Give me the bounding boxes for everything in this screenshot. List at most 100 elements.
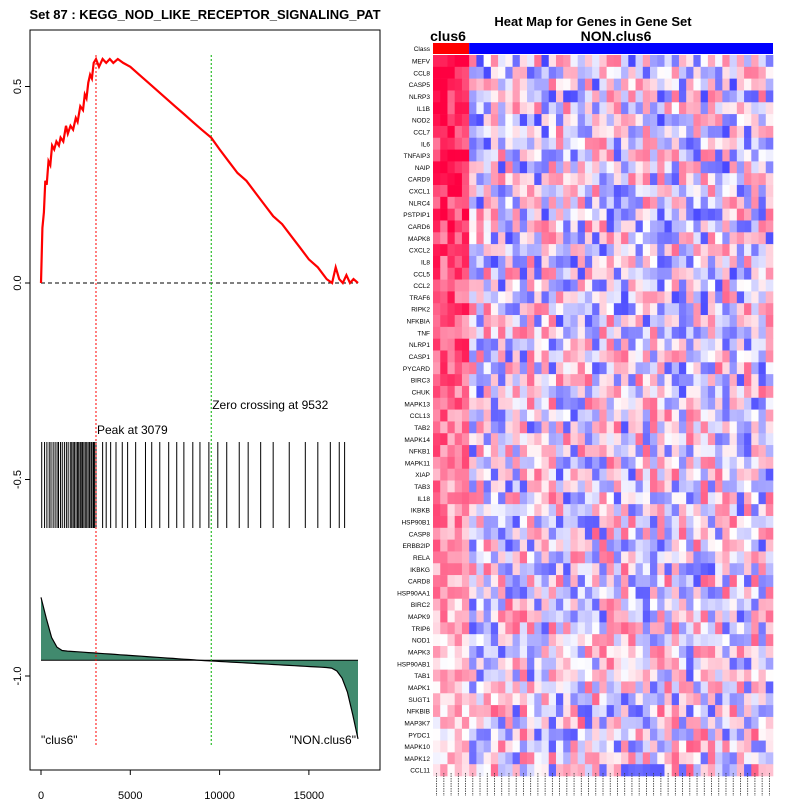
heatmap-cell — [584, 55, 593, 68]
heatmap-cell — [476, 515, 484, 529]
heatmap-cell — [657, 291, 665, 304]
heatmap-cell — [447, 563, 455, 576]
heatmap-cell — [570, 421, 578, 434]
heatmap-cell — [476, 255, 484, 269]
heatmap-cell — [642, 208, 651, 221]
heatmap-cell — [469, 634, 477, 647]
heatmap-cell — [469, 480, 477, 493]
heatmap-cell — [729, 350, 738, 363]
heatmap-cell — [548, 55, 557, 68]
heatmap-cell — [555, 515, 564, 529]
heatmap-cell — [548, 374, 557, 387]
heatmap-cell — [671, 515, 680, 529]
heatmap-cell — [584, 764, 593, 777]
heatmap-cell — [744, 445, 752, 458]
heatmap-cell — [678, 716, 687, 730]
heatmap-cell — [715, 586, 723, 600]
heatmap-cell — [461, 220, 470, 233]
heatmap-cell — [490, 279, 499, 292]
heatmap-cell — [512, 338, 521, 351]
heatmap-cell — [635, 433, 644, 446]
heatmap-cell — [758, 350, 767, 363]
heatmap-cell — [758, 752, 767, 765]
heatmap-cell — [693, 220, 701, 233]
heatmap-cell — [433, 716, 441, 730]
heatmap-cell — [541, 315, 550, 328]
heatmap-cell — [700, 149, 709, 162]
heatmap-cell — [650, 551, 658, 564]
heatmap-cell — [570, 764, 578, 777]
heatmap-cell — [555, 728, 564, 741]
heatmap-cell — [577, 456, 586, 469]
heatmap-cell — [765, 90, 774, 103]
heatmap-cell — [505, 326, 513, 339]
heatmap-cell — [498, 409, 506, 422]
heatmap-cell — [751, 563, 759, 576]
heatmap-cell — [700, 125, 709, 139]
heatmap-cell — [440, 114, 448, 127]
heatmap-cell — [476, 492, 484, 505]
heatmap-cell — [483, 55, 492, 68]
heatmap-cell — [476, 303, 484, 316]
heatmap-cell — [722, 55, 730, 68]
heatmap-cell — [715, 622, 723, 635]
heatmap-cell — [765, 563, 774, 576]
heatmap-cell — [751, 232, 759, 245]
heatmap-cell — [483, 125, 492, 139]
heatmap-cell — [686, 480, 694, 493]
heatmap-cell — [454, 527, 463, 540]
heatmap-cell — [700, 374, 709, 387]
heatmap-cell — [635, 468, 644, 481]
heatmap-cell — [505, 409, 513, 422]
heatmap-cell — [512, 693, 521, 706]
heatmap-cell — [628, 338, 636, 351]
heatmap-cell — [512, 598, 521, 611]
heatmap-cell — [678, 161, 687, 174]
heatmap-cell — [469, 740, 477, 753]
heatmap-cell — [628, 350, 636, 363]
heatmap-cell — [635, 456, 644, 469]
heatmap-cell — [527, 728, 535, 741]
heatmap-cell — [447, 78, 455, 91]
heatmap-cell — [729, 515, 738, 529]
heatmap-cell — [476, 598, 484, 611]
heatmap-cell — [765, 752, 774, 765]
heatmap-cell — [686, 421, 694, 434]
heatmap-cell — [584, 669, 593, 682]
heatmap-cell — [765, 338, 774, 351]
heatmap-cell — [483, 66, 492, 79]
heatmap-cell — [512, 622, 521, 635]
heatmap-cell — [686, 681, 694, 694]
heatmap-cell — [729, 303, 738, 316]
heatmap-cell — [461, 610, 470, 623]
heatmap-cell — [686, 716, 694, 730]
heatmap-cell — [505, 539, 513, 552]
heatmap-cell — [548, 575, 557, 588]
heatmap-cell — [729, 646, 738, 659]
heatmap-cell — [736, 657, 745, 670]
heatmap-cell — [498, 161, 506, 174]
heatmap-cell — [519, 102, 528, 115]
heatmap-cell — [693, 705, 701, 718]
heatmap-cell — [606, 362, 615, 375]
heatmap-cell — [664, 634, 673, 647]
class-label-right: "NON.clus6" — [289, 733, 356, 747]
heatmap-cell — [758, 397, 767, 410]
heatmap-cell — [476, 102, 484, 115]
heatmap-cell — [577, 705, 586, 718]
heatmap-cell — [664, 586, 673, 600]
heatmap-cell — [765, 315, 774, 328]
heatmap-cell — [693, 539, 701, 552]
heatmap-cell — [534, 114, 542, 127]
heatmap-cell — [527, 137, 535, 150]
heatmap-cell — [664, 125, 673, 139]
heatmap-cell — [505, 468, 513, 481]
heatmap-cell — [599, 586, 607, 600]
heatmap-cell — [621, 185, 629, 198]
heatmap-cell — [469, 137, 477, 150]
heatmap-cell — [722, 681, 730, 694]
heatmap-cell — [751, 149, 759, 162]
heatmap-cell — [461, 421, 470, 434]
heatmap-cell — [628, 610, 636, 623]
heatmap-cell — [433, 362, 441, 375]
